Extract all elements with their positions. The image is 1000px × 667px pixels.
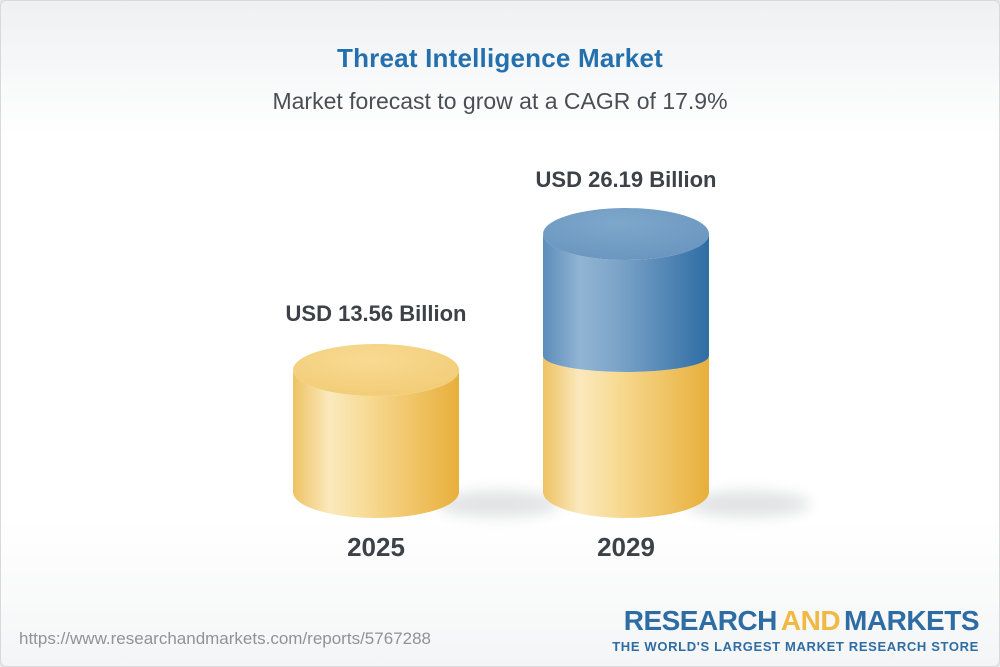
logo-word-research: RESEARCH <box>623 605 778 637</box>
bar-2029-growth-segment <box>543 234 709 372</box>
bar-2025-cap <box>293 344 459 396</box>
bar-2029-category-label: 2029 <box>597 532 655 562</box>
bar-2025-category-label: 2025 <box>347 532 405 562</box>
logo-word-and: AND <box>780 605 841 637</box>
bar-2025-body <box>293 370 459 518</box>
bar-2029-shadow <box>686 491 810 517</box>
logo-wordmark: RESEARCH AND MARKETS <box>612 605 980 637</box>
chart-title: Threat Intelligence Market <box>337 43 663 73</box>
bar-2025-value-label: USD 13.56 Billion <box>285 301 467 326</box>
bar-2025-shadow <box>436 491 560 517</box>
research-and-markets-logo: RESEARCH AND MARKETS THE WORLD'S LARGEST M… <box>612 605 980 654</box>
chart-subtitle: Market forecast to grow at a CAGR of 17.… <box>272 88 728 114</box>
bar-2025-cylinder <box>293 344 459 518</box>
logo-tagline: THE WORLD'S LARGEST MARKET RESEARCH STOR… <box>612 639 979 654</box>
source-url-link[interactable]: https://www.researchandmarkets.com/repor… <box>19 629 431 648</box>
logo-word-markets: MARKETS <box>844 605 979 637</box>
bar-2029-cylinder <box>543 208 709 518</box>
bar-2029-base-segment <box>543 356 709 518</box>
bar-2029-value-label: USD 26.19 Billion <box>535 167 717 192</box>
bar-2029-cap <box>543 208 709 260</box>
